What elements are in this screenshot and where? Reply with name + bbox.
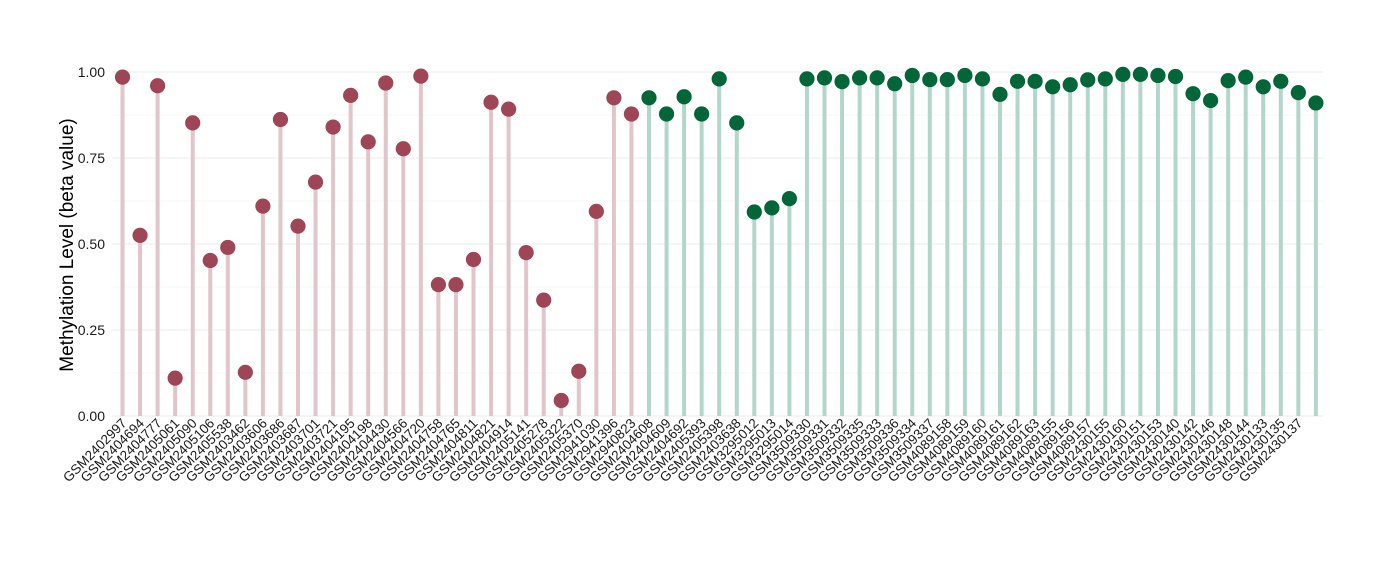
lollipop-point xyxy=(132,227,148,243)
lollipop-point xyxy=(764,200,780,216)
lollipop-point xyxy=(255,198,271,214)
lollipop-point xyxy=(746,204,762,220)
lollipop-point xyxy=(167,370,183,386)
lollipop-point xyxy=(1080,72,1096,88)
lollipop-point xyxy=(834,74,850,90)
lollipop-point xyxy=(1132,66,1148,83)
lollipop-point xyxy=(307,174,324,190)
lollipop-point xyxy=(694,106,710,122)
lollipop-point xyxy=(448,276,464,293)
lollipop-point xyxy=(922,71,938,88)
lollipop-point xyxy=(325,119,341,135)
lollipop-point xyxy=(202,252,218,269)
y-tick-label: 0.00 xyxy=(78,408,105,424)
lollipop-point xyxy=(1273,73,1289,89)
lollipop-point xyxy=(272,111,289,128)
lollipop-point xyxy=(220,239,236,256)
y-axis-ticks: 0.00 0.25 0.50 0.75 1.00 xyxy=(78,64,105,424)
lollipop-point xyxy=(1308,95,1324,111)
lollipop-point xyxy=(536,292,552,308)
lollipop-point xyxy=(430,276,446,293)
lollipop-point xyxy=(904,67,920,84)
lollipop-point xyxy=(360,134,376,150)
lollipop-point xyxy=(1238,69,1254,85)
points xyxy=(114,66,1324,409)
lollipop-point xyxy=(1220,73,1236,89)
lollipop-point xyxy=(974,71,991,87)
lollipop-point xyxy=(641,90,657,106)
stems xyxy=(120,74,1318,416)
lollipop-point xyxy=(378,75,394,91)
lollipop-point xyxy=(413,68,429,84)
x-axis-ticks: GSM2402997GSM2404694GSM2404777GSM2405061… xyxy=(60,415,1305,485)
lollipop-point xyxy=(1097,71,1113,87)
y-tick-label: 0.75 xyxy=(78,150,105,166)
lollipop-point xyxy=(465,251,482,268)
lollipop-point xyxy=(1255,79,1271,95)
lollipop-point xyxy=(1167,68,1184,85)
lollipop-point xyxy=(150,78,166,94)
lollipop-point xyxy=(185,115,201,131)
y-tick-label: 0.50 xyxy=(78,236,105,252)
lollipop-point xyxy=(290,218,306,234)
lollipop-point xyxy=(799,71,815,87)
lollipop-point xyxy=(869,70,885,86)
lollipop-point xyxy=(1062,77,1078,93)
lollipop-point xyxy=(852,70,868,86)
lollipop-point xyxy=(501,101,517,117)
lollipop-point xyxy=(553,392,569,409)
lollipop-point xyxy=(343,87,359,103)
lollipop-point xyxy=(1203,92,1219,109)
lollipop-point xyxy=(1150,67,1166,84)
lollipop-point xyxy=(1115,66,1131,83)
y-tick-label: 0.25 xyxy=(78,322,105,338)
lollipop-point xyxy=(623,106,640,122)
lollipop-point xyxy=(1185,86,1201,102)
lollipop-point xyxy=(992,86,1008,102)
lollipop-point xyxy=(1290,85,1306,101)
lollipop-point xyxy=(483,94,499,110)
lollipop-point xyxy=(939,71,955,88)
lollipop-point xyxy=(658,106,675,122)
lollipop-point xyxy=(518,245,534,261)
lollipop-point xyxy=(711,71,727,87)
lollipop-point xyxy=(1027,73,1043,89)
lollipop-point xyxy=(606,90,622,106)
lollipop-point xyxy=(114,69,131,85)
lollipop-point xyxy=(237,364,253,380)
lollipop-point xyxy=(395,141,411,157)
lollipop-point xyxy=(957,67,973,84)
lollipop-point xyxy=(1045,79,1061,95)
y-axis-title: Methylation Level (beta value) xyxy=(57,118,78,371)
y-tick-label: 1.00 xyxy=(78,64,105,80)
lollipop-point xyxy=(676,89,692,105)
lollipop-point xyxy=(729,115,745,131)
lollipop-point xyxy=(816,70,833,86)
lollipop-point xyxy=(781,190,798,207)
lollipop-point xyxy=(571,363,587,379)
lollipop-point xyxy=(887,76,903,92)
lollipop-point xyxy=(1009,73,1026,89)
lollipop-point xyxy=(588,203,604,219)
